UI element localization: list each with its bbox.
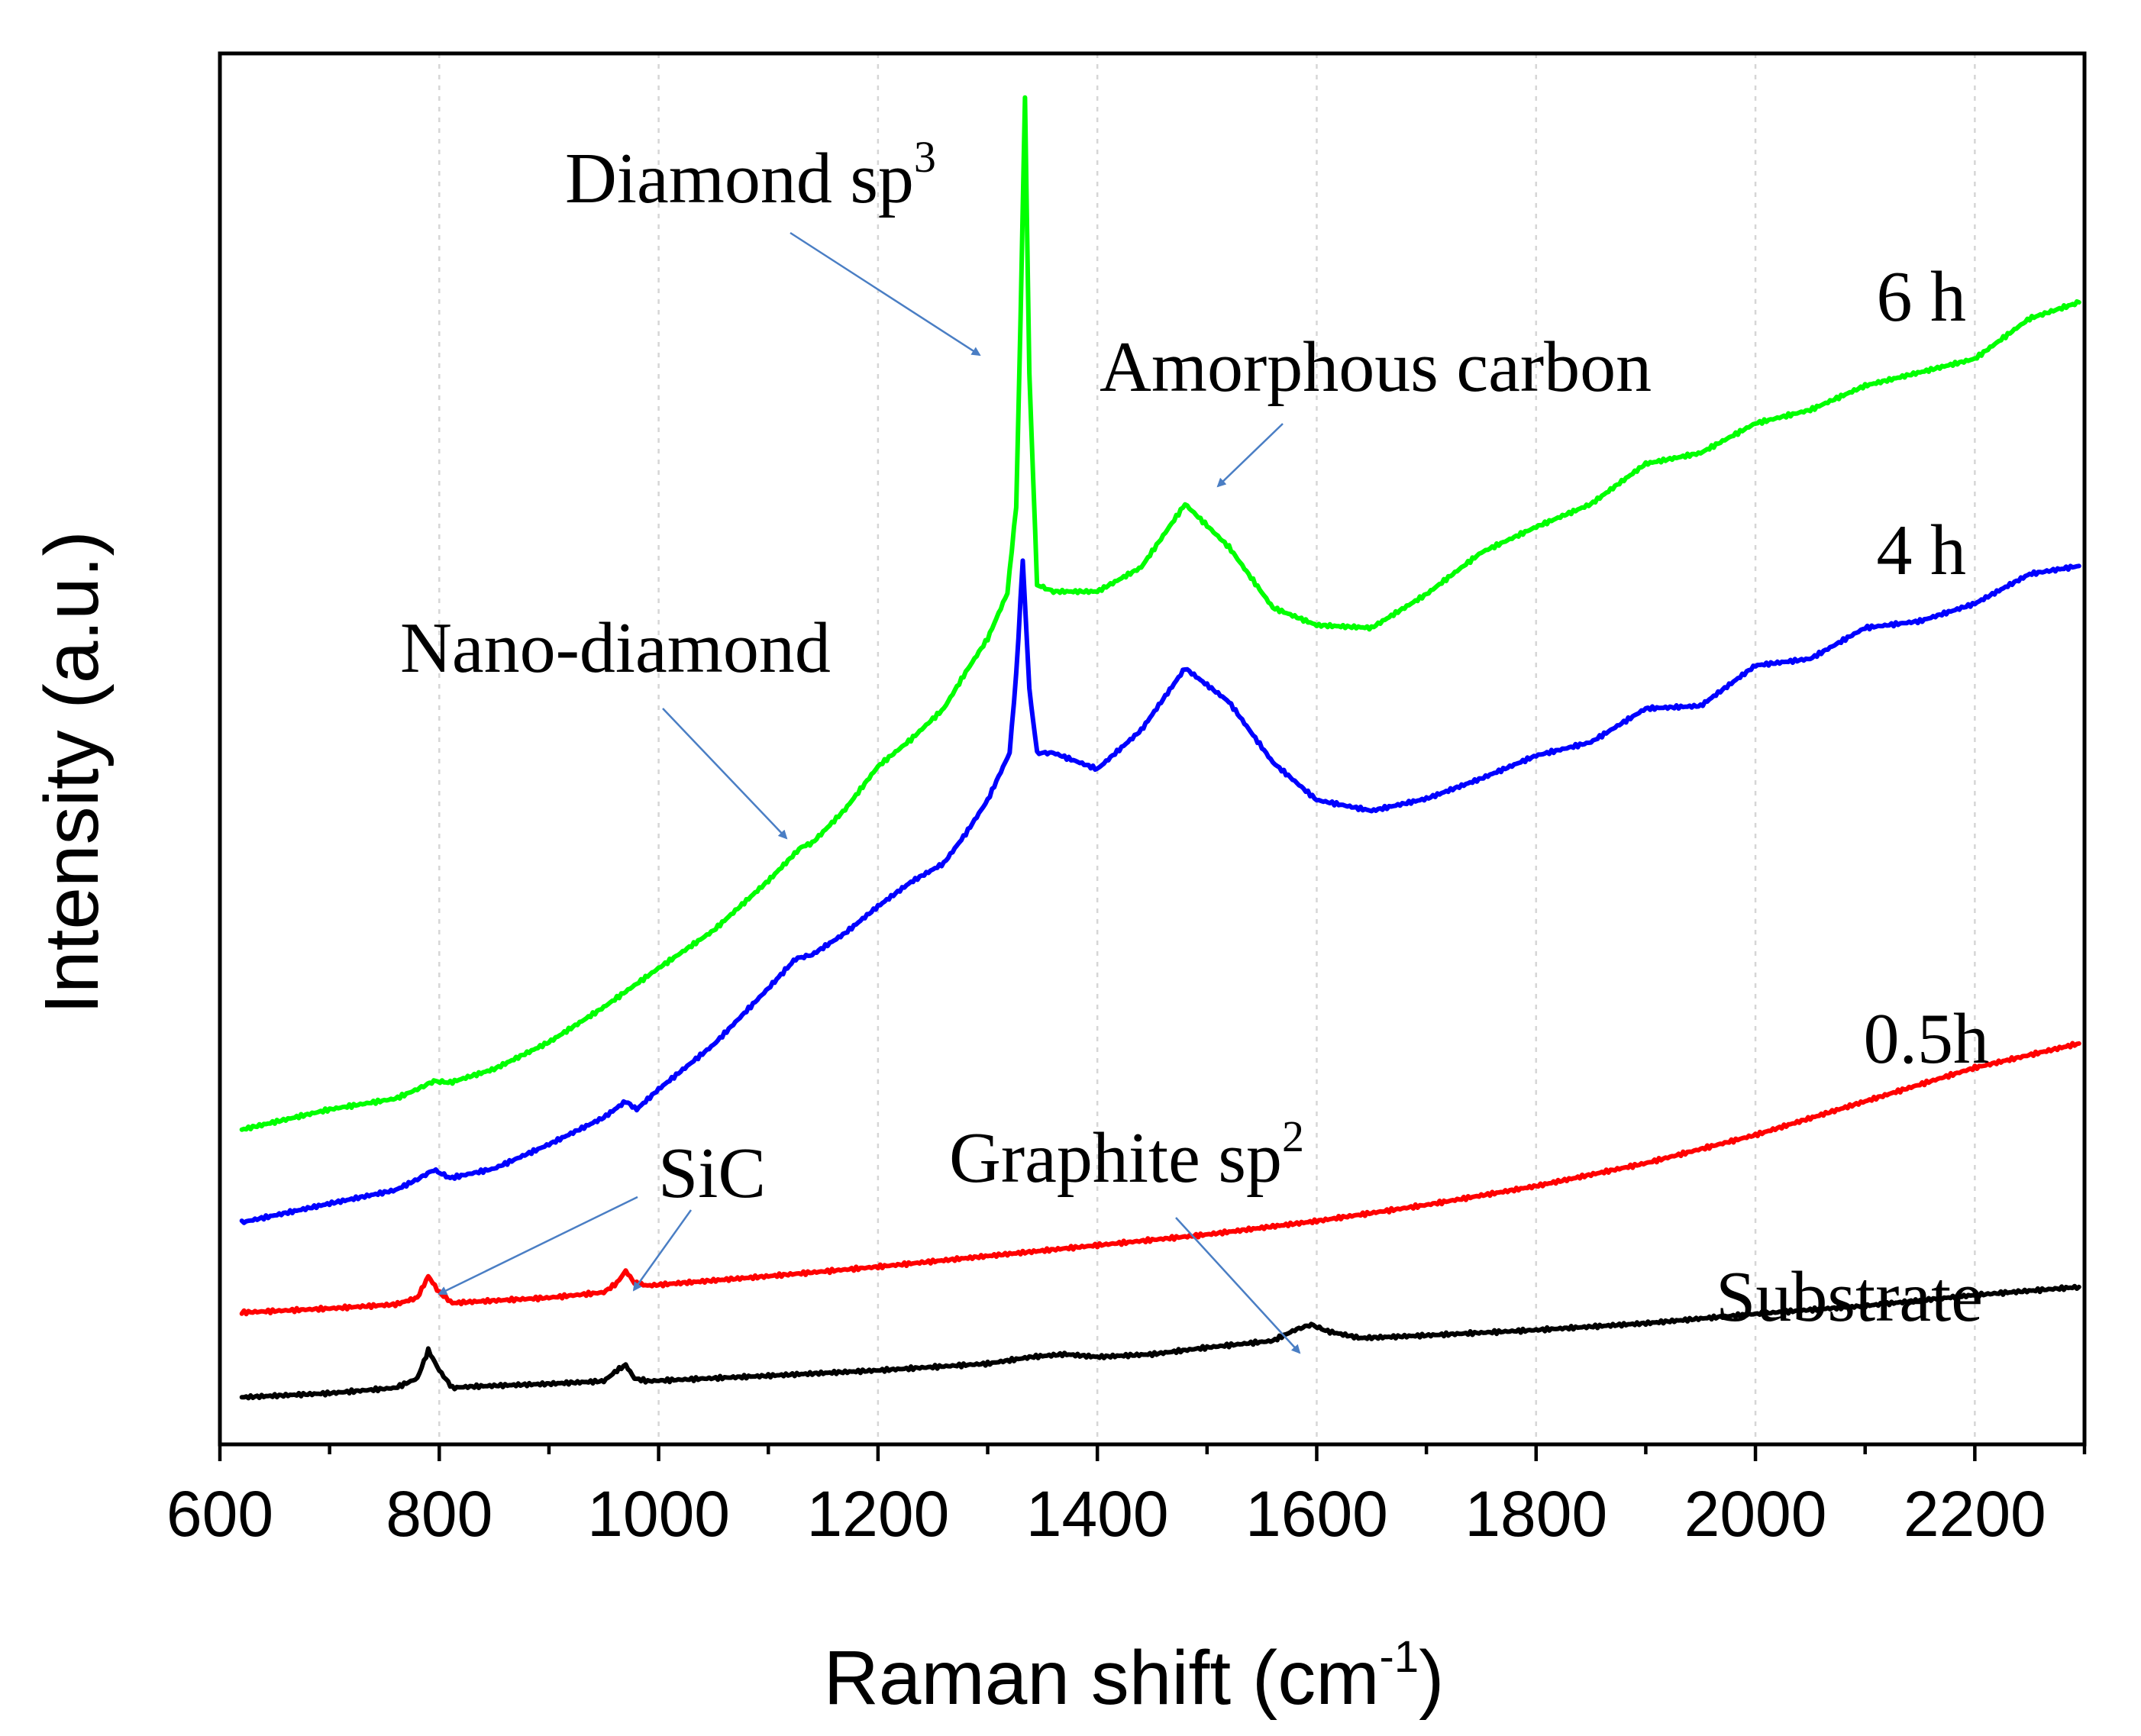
annotation-nano-diamond: Nano-diamond xyxy=(400,608,831,688)
annotation-sic: SiC xyxy=(658,1134,766,1213)
arrow-graphite-sp2 xyxy=(1175,1217,1301,1354)
x-tick-label: 2000 xyxy=(1684,1478,1827,1550)
x-tick-label: 1600 xyxy=(1245,1478,1388,1550)
arrow-amorphous-carbon xyxy=(1216,423,1284,488)
grid-lines xyxy=(438,53,1976,1444)
x-tick-label: 800 xyxy=(386,1478,492,1550)
series-line-6-h xyxy=(239,95,2081,1132)
annotation-diamond-sp3: Diamond sp3 xyxy=(565,132,936,218)
series-line-substrate xyxy=(239,1283,2081,1401)
x-tick-labels: 600 800 1000 1200 1400 1600 1800 2000 2200 xyxy=(166,1478,2046,1550)
x-tick-label: 2200 xyxy=(1904,1478,2046,1550)
y-axis-title: Intensity (a.u.) xyxy=(29,531,115,1015)
series-label-0-5h: 0.5h xyxy=(1864,999,1990,1079)
x-tick-label: 1800 xyxy=(1464,1478,1607,1550)
series-lines xyxy=(239,95,2081,1401)
x-axis-title: Raman shift (cm-1) xyxy=(824,1632,1445,1721)
series-line-4-h xyxy=(239,558,2081,1225)
series-label-6h: 6 h xyxy=(1877,257,1967,337)
series-label-substrate: Substrate xyxy=(1716,1257,1983,1337)
x-tick-label: 1000 xyxy=(587,1478,730,1550)
arrow-diamond-sp3 xyxy=(790,231,981,357)
x-tick-label: 1200 xyxy=(806,1478,949,1550)
x-tick-label: 600 xyxy=(166,1478,273,1550)
series-line-0-5h xyxy=(239,1041,2081,1317)
annotation-graphite-sp2: Graphite sp2 xyxy=(949,1112,1304,1198)
plot-frame xyxy=(218,51,2087,1447)
annotation-amorphous-carbon: Amorphous carbon xyxy=(1100,328,1652,407)
arrow-nano-diamond xyxy=(662,708,788,840)
axis-ticks xyxy=(218,1444,2087,1461)
arrow-sic-right xyxy=(632,1209,693,1292)
series-label-4h: 4 h xyxy=(1877,511,1967,590)
x-tick-label: 1400 xyxy=(1026,1478,1169,1550)
arrow-sic-left xyxy=(438,1196,638,1296)
